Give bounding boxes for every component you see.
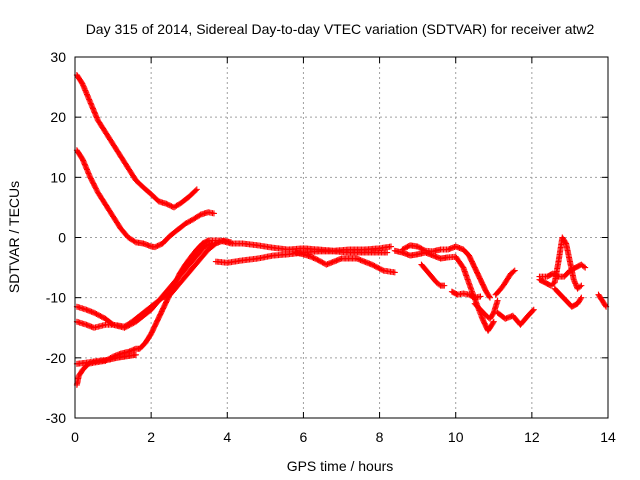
data-point [494, 297, 501, 304]
y-tick-label: 20 [50, 109, 66, 125]
series-track-a [73, 72, 200, 211]
series-track-i [292, 249, 398, 276]
data-point [577, 295, 584, 302]
data-point [578, 294, 585, 301]
series-track-o [492, 267, 518, 298]
data-point [530, 306, 537, 313]
data-point [511, 267, 518, 274]
data-point [391, 269, 398, 276]
data-points [73, 72, 610, 388]
data-point [379, 266, 386, 273]
data-point [192, 187, 199, 194]
data-point [490, 318, 497, 325]
y-tick-label: 0 [58, 230, 66, 246]
x-tick-label: 14 [600, 429, 616, 445]
series-track-r [536, 261, 589, 280]
data-point [562, 239, 569, 246]
data-point [529, 307, 536, 314]
series-track-s [551, 285, 585, 310]
x-tick-label: 0 [71, 429, 79, 445]
data-point [486, 293, 493, 300]
x-tick-label: 6 [300, 429, 308, 445]
series-track-b [73, 147, 217, 251]
data-point [580, 263, 587, 270]
data-point [441, 282, 448, 289]
series-track-q [536, 234, 585, 292]
axis-ticks: 0 2 4 6 8 10 12 14 -30 -20 -10 0 10 20 30 [46, 49, 616, 445]
data-point [582, 264, 589, 271]
y-tick-label: -20 [46, 350, 66, 366]
x-tick-label: 10 [448, 429, 464, 445]
y-tick-label: -10 [46, 290, 66, 306]
grid [75, 57, 608, 418]
y-tick-label: 30 [50, 49, 66, 65]
data-point [578, 282, 585, 289]
data-point [387, 243, 394, 250]
y-axis-label: SDTVAR / TECUs [6, 181, 22, 293]
data-point [210, 210, 217, 217]
data-point [477, 293, 484, 300]
data-point [577, 283, 584, 290]
data-point [132, 351, 139, 358]
data-point [602, 302, 609, 309]
series-track-m [448, 288, 484, 301]
data-point [204, 238, 211, 245]
series-track-n [471, 297, 501, 322]
data-point [490, 319, 497, 326]
series-track-l [418, 261, 448, 289]
y-tick-label: 10 [50, 169, 66, 185]
chart-title: Day 315 of 2014, Sidereal Day-to-day VTE… [86, 21, 595, 37]
series-track-t [595, 291, 610, 310]
x-tick-label: 12 [524, 429, 540, 445]
data-point [384, 249, 391, 256]
data-point [510, 268, 517, 275]
series-track-p [494, 306, 537, 328]
data-point [554, 273, 561, 280]
x-tick-label: 4 [223, 429, 231, 445]
y-tick-label: -30 [46, 410, 66, 426]
x-tick-label: 8 [376, 429, 384, 445]
x-axis-label: GPS time / hours [287, 458, 394, 474]
plot-frame [74, 56, 609, 419]
x-tick-label: 2 [147, 429, 155, 445]
series-track-j [399, 242, 493, 301]
series-track-f [73, 351, 139, 367]
data-point [486, 294, 493, 301]
data-point [193, 186, 200, 193]
